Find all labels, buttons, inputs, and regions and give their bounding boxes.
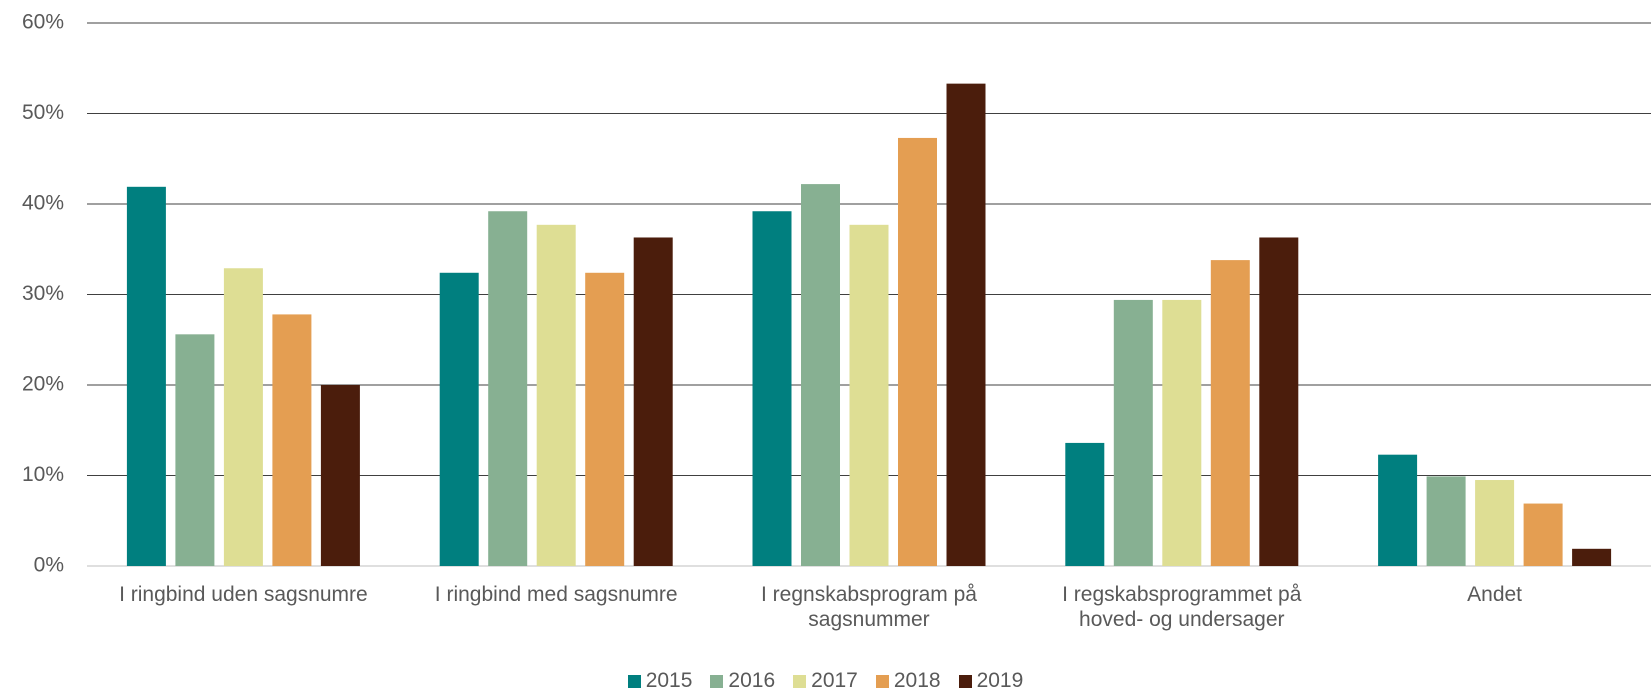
bar — [752, 211, 792, 567]
legend-item: 2017 — [793, 669, 858, 691]
bar — [488, 211, 528, 567]
legend-label: 2015 — [645, 669, 693, 691]
bar — [1210, 260, 1250, 566]
bar — [1065, 442, 1105, 566]
legend-swatch — [958, 674, 972, 688]
bar — [1113, 299, 1153, 566]
legend-label: 2018 — [893, 669, 941, 691]
y-tick-label: 0% — [34, 554, 64, 577]
bar — [585, 272, 625, 566]
y-tick-label: 30% — [22, 282, 64, 305]
bar — [898, 137, 937, 566]
bar — [1523, 503, 1563, 566]
x-tick-label: I ringbind uden sagsnumre — [119, 583, 368, 606]
x-tick-label: I ringbind med sagsnumre — [434, 583, 678, 606]
legend-item: 2016 — [710, 669, 775, 691]
bar — [272, 314, 312, 566]
bar — [175, 334, 215, 566]
y-tick-label: 40% — [22, 192, 64, 215]
bar — [1162, 299, 1202, 566]
y-tick-label: 50% — [22, 101, 64, 124]
legend-item: 2019 — [958, 669, 1024, 691]
legend-swatch — [710, 674, 724, 688]
legend-label: 2016 — [728, 669, 776, 691]
legend: 2015 2016 2017 2018 2019 — [0, 669, 1651, 691]
y-tick-label: 60% — [22, 11, 64, 34]
y-tick-label: 10% — [22, 463, 64, 486]
y-tick-label: 20% — [22, 373, 64, 396]
bar — [1475, 480, 1515, 566]
legend-label: 2019 — [976, 669, 1024, 691]
bar — [1426, 476, 1466, 566]
bar — [633, 237, 673, 567]
bar — [126, 186, 166, 566]
bar — [536, 224, 576, 566]
bar — [1572, 548, 1612, 566]
bar — [439, 272, 479, 566]
legend-label: 2017 — [811, 669, 858, 691]
x-tick-label: I regskabsprogrammet på hoved- og unders… — [1062, 583, 1302, 631]
bar — [801, 184, 840, 566]
bar — [223, 268, 263, 566]
legend-item: 2018 — [875, 669, 941, 691]
bar — [946, 83, 986, 566]
x-tick-label: Andet — [1467, 583, 1523, 606]
bar — [849, 224, 889, 566]
legend-item: 2015 — [627, 669, 693, 691]
bar — [1259, 237, 1299, 567]
x-tick-label: I regnskabsprogram på sagsnummer — [761, 583, 977, 631]
legend-swatch — [793, 674, 807, 688]
bar — [320, 385, 360, 566]
legend-swatch — [627, 674, 641, 688]
bar — [1378, 454, 1418, 566]
legend-swatch — [875, 674, 889, 688]
